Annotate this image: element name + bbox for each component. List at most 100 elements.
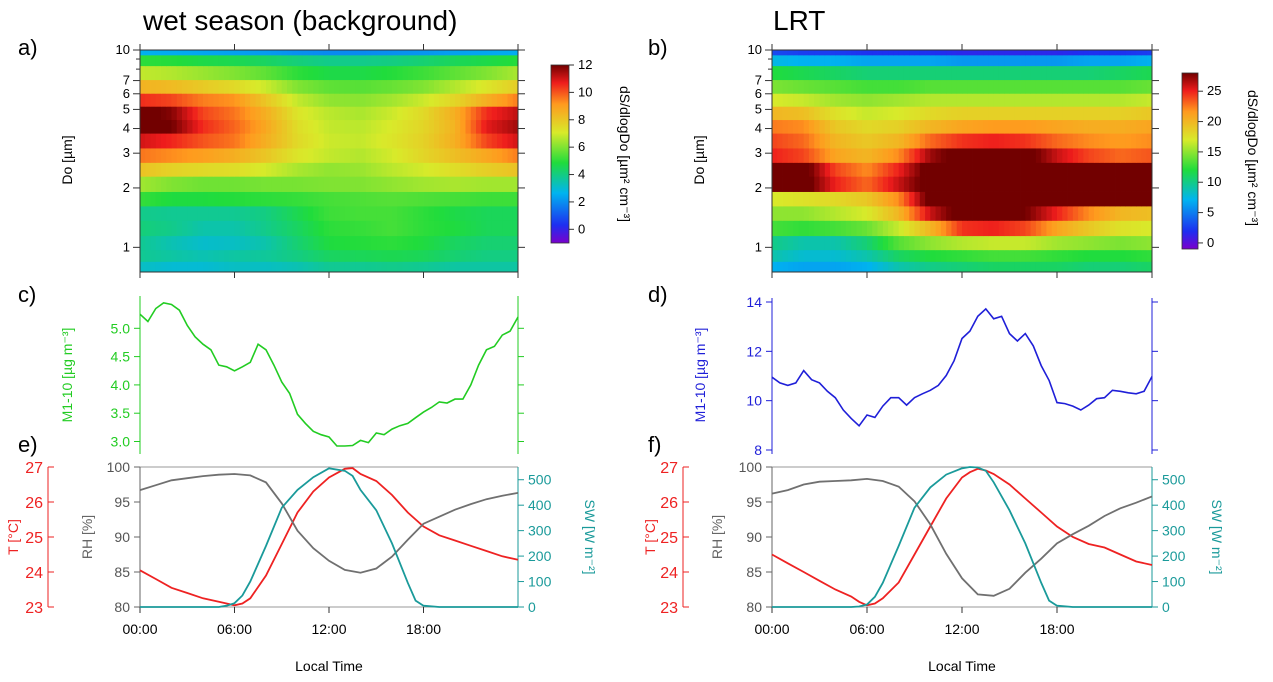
- heatmap-cell: [239, 119, 246, 134]
- heatmap-cell: [993, 93, 1000, 107]
- heatmap-cell: [803, 148, 810, 163]
- heatmap-cell: [428, 106, 435, 121]
- heatmap-cell: [423, 191, 430, 207]
- t-tick-label: 26: [25, 495, 43, 512]
- series-sw: [140, 467, 518, 608]
- heatmap-cell: [909, 119, 915, 134]
- heatmap-cell: [329, 54, 335, 67]
- heatmap-cell: [956, 205, 963, 221]
- heatmap-cell: [339, 191, 346, 207]
- heatmap-cell: [893, 162, 900, 177]
- heatmap-cell: [782, 93, 789, 107]
- heatmap-cell: [418, 162, 424, 177]
- y-tick-label: 6: [123, 86, 130, 101]
- heatmap-cell: [318, 54, 325, 67]
- heatmap-cell: [271, 133, 277, 149]
- heatmap-cell: [993, 261, 1000, 273]
- line-e-series: [139, 467, 519, 608]
- heatmap-cell: [229, 106, 235, 121]
- heatmap-cell: [187, 93, 193, 107]
- heatmap-cell: [161, 235, 167, 251]
- heatmap-cell: [339, 133, 346, 149]
- heatmap-cell: [962, 93, 968, 107]
- heatmap-cell: [1146, 205, 1153, 221]
- line-f-axes: 232425262780859095100010020030040050000:…: [660, 459, 1185, 637]
- heatmap-cell: [787, 191, 794, 207]
- heatmap-cell: [1046, 50, 1053, 56]
- heatmap-cell: [376, 119, 382, 134]
- heatmap-cell: [155, 191, 162, 207]
- heatmap-cell: [512, 79, 519, 94]
- heatmap-cell: [819, 162, 826, 177]
- heatmap-cell: [877, 220, 884, 237]
- heatmap-cell: [423, 54, 430, 67]
- heatmap-cell: [845, 205, 852, 221]
- heatmap-cell: [423, 249, 430, 262]
- heatmap-cell: [434, 50, 440, 56]
- heatmap-cell: [266, 205, 272, 221]
- heatmap-cell: [856, 162, 863, 177]
- heatmap-cell: [150, 106, 157, 121]
- heatmap-cell: [1109, 133, 1116, 149]
- heatmap-cell: [1136, 106, 1142, 121]
- heatmap-cell: [867, 148, 873, 163]
- heatmap-cell: [787, 261, 794, 273]
- heatmap-cell: [835, 119, 842, 134]
- heatmap-cell: [476, 191, 482, 207]
- heatmap-cell: [287, 249, 293, 262]
- heatmap-cell: [1130, 162, 1137, 177]
- heatmap-cell: [845, 261, 852, 273]
- heatmap-cell: [161, 93, 167, 107]
- heatmap-cell: [840, 79, 847, 94]
- heatmap-cell: [465, 65, 472, 81]
- heatmap-cell: [835, 176, 842, 192]
- heatmap-cell: [444, 162, 451, 177]
- heatmap-cell: [972, 220, 979, 237]
- heatmap-cell: [882, 133, 889, 149]
- heatmap-cell: [940, 261, 947, 273]
- heatmap-cell: [140, 65, 146, 81]
- heatmap-cell: [808, 65, 815, 81]
- heatmap-cell: [888, 93, 894, 107]
- heatmap-cell: [423, 50, 430, 56]
- heatmap-cell: [512, 205, 519, 221]
- heatmap-cell: [187, 205, 193, 221]
- heatmap-cell: [872, 220, 878, 237]
- heatmap-cell: [803, 50, 810, 56]
- heatmap-cell: [808, 249, 815, 262]
- heatmap-cell: [171, 191, 178, 207]
- heatmap-cell: [798, 79, 805, 94]
- heatmap-cell: [355, 220, 361, 237]
- heatmap-cell: [872, 191, 878, 207]
- heatmap-cell: [1004, 235, 1010, 251]
- heatmap-cell: [271, 119, 277, 134]
- heatmap-cell: [1078, 148, 1084, 163]
- heatmap-cell: [772, 79, 778, 94]
- heatmap-cell: [392, 162, 398, 177]
- heatmap-cell: [919, 119, 926, 134]
- heatmap-cell: [360, 205, 367, 221]
- heatmap-cell: [1120, 148, 1127, 163]
- heatmap-cell: [470, 205, 477, 221]
- heatmap-cell: [824, 133, 831, 149]
- heatmap-cell: [935, 65, 942, 81]
- heatmap-cell: [972, 205, 979, 221]
- heatmap-cell: [250, 205, 256, 221]
- heatmap-cell: [935, 220, 942, 237]
- heatmap-cell: [150, 119, 157, 134]
- heatmap-cell: [972, 249, 979, 262]
- heatmap-cell: [1020, 191, 1026, 207]
- heatmap-cell: [271, 261, 277, 273]
- heatmap-cell: [476, 133, 482, 149]
- heatmap-cell: [476, 119, 482, 134]
- heatmap-cell: [962, 205, 968, 221]
- heatmap-cell: [1093, 162, 1100, 177]
- heatmap-cell: [935, 235, 942, 251]
- colorbar-tick-label: 0: [578, 221, 585, 236]
- heatmap-cell: [208, 119, 214, 134]
- heatmap-cell: [840, 191, 847, 207]
- heatmap-cell: [150, 205, 157, 221]
- heatmap-cell: [302, 176, 309, 192]
- heatmap-cell: [255, 79, 262, 94]
- heatmap-cell: [460, 65, 466, 81]
